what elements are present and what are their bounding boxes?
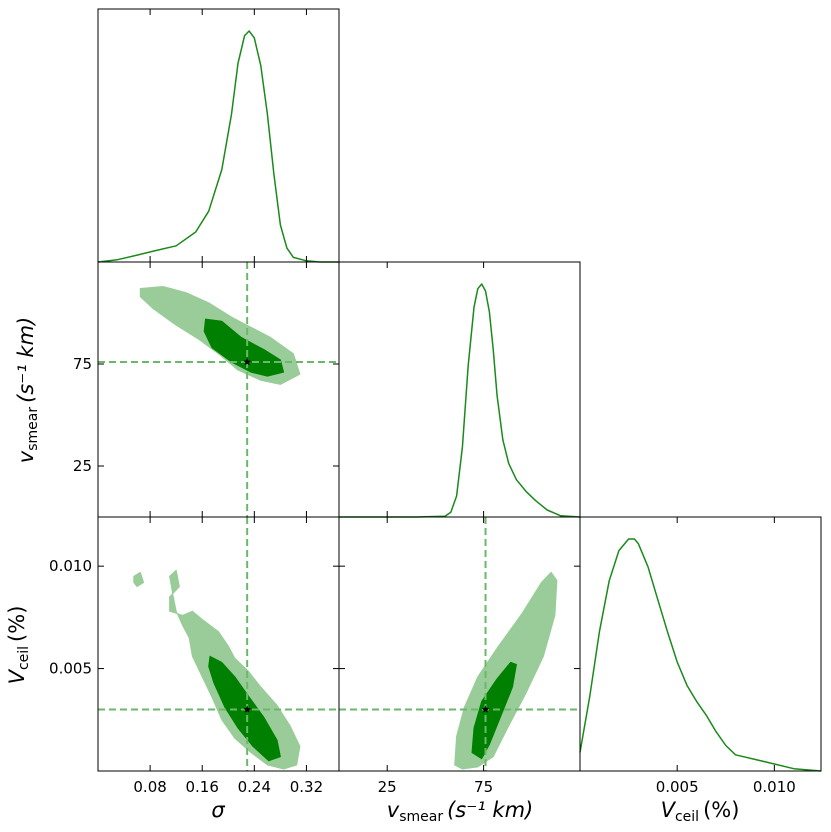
outer-contour bbox=[169, 569, 301, 770]
y-axis-label-vceil-main: V bbox=[5, 668, 29, 684]
x-tick-label: 0.005 bbox=[656, 778, 699, 796]
marginal-curve bbox=[97, 30, 339, 263]
x-axis-label-vsmear-units: (s⁻¹ km) bbox=[447, 798, 533, 822]
y-axis-label-vceil-units: (%) bbox=[5, 606, 29, 642]
panel-vceil-marginal bbox=[579, 516, 822, 772]
panel-frame bbox=[97, 8, 340, 263]
panel-vceil-vs-vsmear bbox=[338, 516, 581, 772]
x-tick-label: 0.08 bbox=[133, 778, 166, 796]
x-tick-label: 0.16 bbox=[186, 778, 219, 796]
panel-sigma-marginal bbox=[97, 8, 340, 263]
x-tick-label: 0.32 bbox=[290, 778, 323, 796]
y-axis-label-vsmear-units: (s⁻¹ km) bbox=[14, 317, 38, 403]
marginal-curve bbox=[579, 538, 822, 772]
y-tick-label: 75 bbox=[73, 355, 92, 373]
x-axis-label-vceil-units: (%) bbox=[703, 798, 739, 822]
y-axis-label-vceil: Vceil (%) bbox=[5, 606, 32, 685]
y-tick-label: 25 bbox=[73, 457, 92, 475]
x-axis-label-vceil-sub: ceil bbox=[675, 809, 699, 825]
tick-labels: 0.08 0.16 0.24 0.32 25 75 0.005 0.010 25 75 0.005 0… bbox=[49, 355, 796, 796]
x-tick-label: 0.24 bbox=[238, 778, 271, 796]
truth-star-marker bbox=[243, 705, 251, 713]
panel-vsmear-vs-sigma bbox=[97, 261, 340, 518]
outer-contour bbox=[133, 571, 145, 588]
x-axis-label-sigma: σ bbox=[211, 798, 225, 822]
y-axis-label-vceil-sub: ceil bbox=[16, 646, 32, 670]
panel-frame bbox=[579, 516, 822, 772]
panel-frame bbox=[97, 261, 340, 518]
x-tick-label: 0.010 bbox=[753, 778, 796, 796]
truth-star-marker bbox=[243, 358, 251, 366]
y-tick-label: 0.010 bbox=[49, 557, 92, 575]
y-axis-label-vsmear: vsmear (s⁻¹ km) bbox=[14, 317, 41, 463]
panel-vsmear-marginal bbox=[338, 261, 581, 518]
panel-frame bbox=[338, 261, 581, 518]
x-axis-label-vsmear-sub: smear bbox=[399, 809, 443, 825]
y-axis-label-vsmear-main: v bbox=[14, 450, 38, 463]
x-axis-label-vsmear-main: v bbox=[387, 798, 400, 822]
truth-star-marker bbox=[481, 705, 490, 713]
inner-contour bbox=[471, 661, 517, 760]
x-axis-label-vsmear: vsmear (s⁻¹ km) bbox=[387, 798, 533, 825]
x-axis-label-vceil: Vceil (%) bbox=[661, 798, 740, 825]
panel-vceil-vs-sigma bbox=[97, 516, 340, 772]
x-axis-label-vceil-main: V bbox=[661, 798, 677, 822]
y-tick-label: 0.005 bbox=[49, 660, 92, 678]
marginal-curve bbox=[339, 283, 581, 518]
x-tick-label: 25 bbox=[378, 778, 397, 796]
x-tick-label: 75 bbox=[474, 778, 493, 796]
y-axis-label-vsmear-sub: smear bbox=[25, 407, 41, 451]
